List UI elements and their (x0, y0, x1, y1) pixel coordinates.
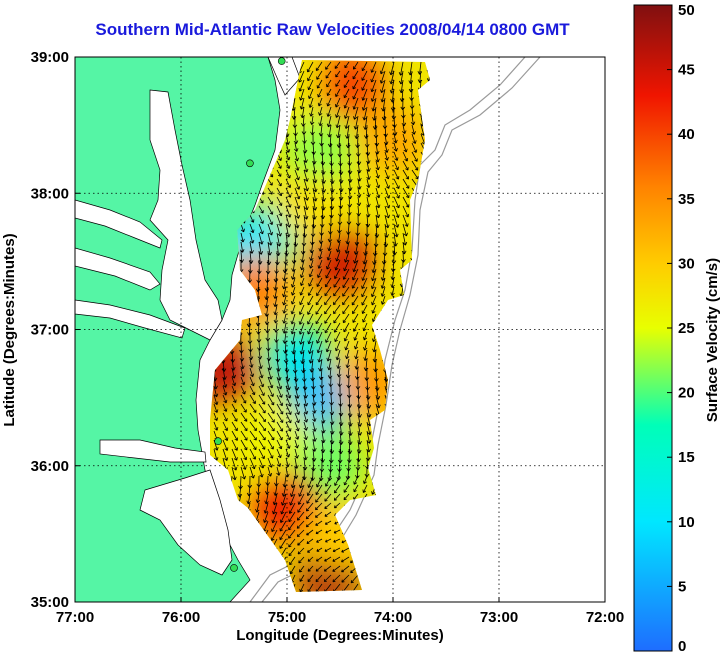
velocity-blob (316, 60, 385, 119)
velocity-blob (242, 404, 311, 473)
colorbar-label: Surface Velocity (cm/s) (704, 258, 721, 422)
x-tick-label: 72:00 (586, 609, 624, 626)
pamlico-sound (139, 469, 233, 576)
chart-title: Southern Mid-Atlantic Raw Velocities 200… (95, 20, 570, 39)
y-tick-label: 37:00 (31, 322, 69, 339)
x-tick-label: 73:00 (480, 609, 518, 626)
x-tick-label: 74:00 (374, 609, 412, 626)
colorbar-tick-label: 5 (678, 578, 686, 595)
colorbar-tick-label: 15 (678, 449, 695, 466)
velocity-blob (253, 472, 321, 541)
colorbar-tick-label: 45 (678, 62, 695, 79)
colorbar-tick-label: 50 (678, 2, 695, 19)
rappahannock-river (75, 247, 161, 291)
y-tick-label: 36:00 (31, 458, 69, 475)
x-axis-ticks: 77:00 76:00 75:00 74:00 73:00 72:00 (56, 597, 624, 626)
x-tick-label: 77:00 (56, 609, 94, 626)
velocity-blob (284, 363, 353, 432)
y-tick-label: 39:00 (31, 49, 69, 66)
y-tick-label: 35:00 (31, 594, 69, 611)
colorbar-tick-label: 10 (678, 514, 695, 531)
x-tick-label: 75:00 (268, 609, 306, 626)
velocity-blob (295, 431, 364, 500)
albemarle-sound (99, 439, 207, 463)
colorbar-ticks: 0 5 10 15 20 25 30 35 40 45 50 (667, 2, 695, 655)
radar-station-marker (246, 159, 254, 168)
james-river (75, 299, 186, 339)
grid-lines (75, 57, 605, 602)
radar-station-marker (277, 57, 286, 65)
y-axis-label: Latitude (Degrees:Minutes) (1, 233, 18, 426)
delaware-bay (267, 57, 301, 96)
radar-stations (214, 57, 286, 572)
colorbar-tick-label: 0 (678, 638, 686, 655)
colorbar-tick-label: 30 (678, 255, 695, 272)
colorbar (633, 4, 673, 652)
colorbar-tick-label: 25 (678, 320, 695, 337)
colorbar-tick-label: 40 (678, 126, 695, 143)
radar-station-marker (214, 437, 222, 446)
y-axis-ticks: 35:00 36:00 37:00 38:00 39:00 (31, 49, 80, 611)
radar-station-marker (230, 564, 238, 572)
colorbar-tick-label: 35 (678, 191, 695, 208)
velocity-blob (284, 118, 353, 187)
x-tick-label: 76:00 (162, 609, 200, 626)
y-tick-label: 38:00 (31, 185, 69, 202)
potomac-river (75, 199, 163, 249)
x-axis-label: Longitude (Degrees:Minutes) (236, 627, 444, 644)
colorbar-tick-label: 20 (678, 385, 695, 402)
chesapeake-bay (149, 89, 223, 341)
